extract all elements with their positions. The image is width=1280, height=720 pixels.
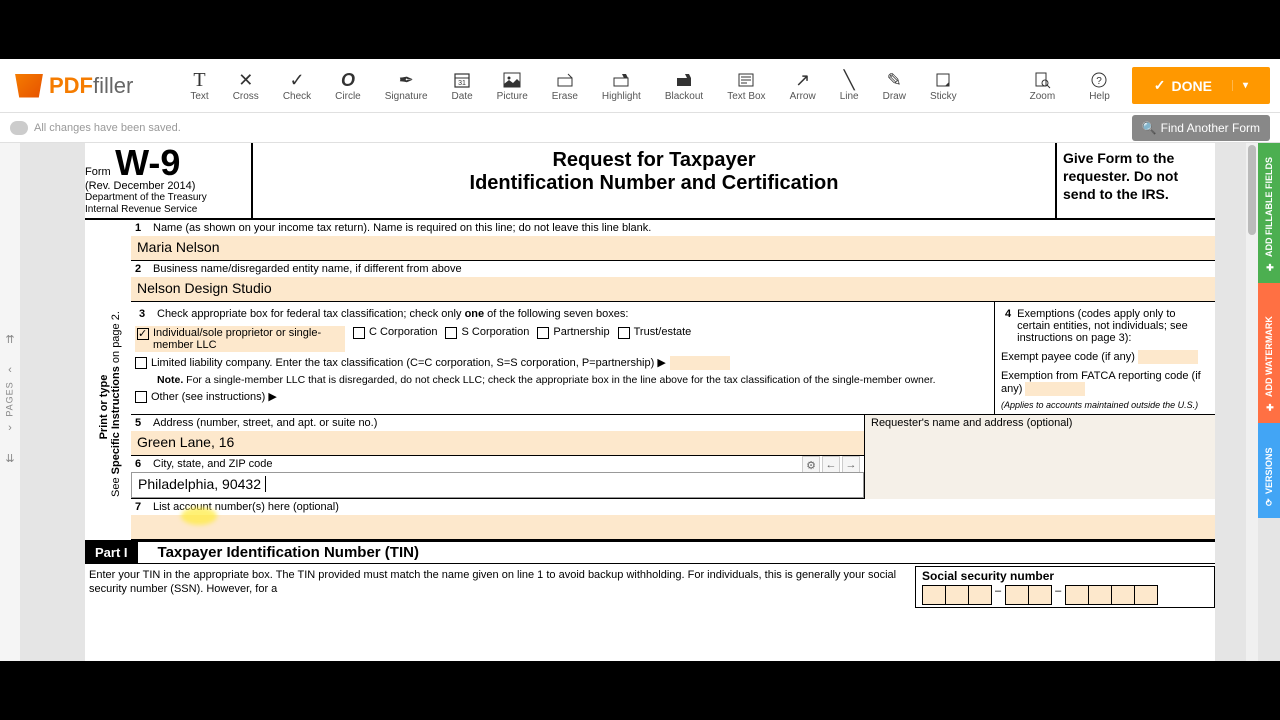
tool-check[interactable]: ✓Check xyxy=(271,63,323,108)
checkbox-icon xyxy=(353,327,365,339)
tool-text[interactable]: TText xyxy=(178,63,220,108)
line7-label: List account number(s) here (optional) xyxy=(153,501,339,513)
chevron-down-icon: ▾ xyxy=(1232,80,1248,91)
checkbox-icon xyxy=(537,327,549,339)
tool-zoom[interactable]: Zoom xyxy=(1018,63,1068,108)
part1-text: Enter your TIN in the appropriate box. T… xyxy=(85,566,905,608)
search-icon: 🔍 xyxy=(1142,121,1157,135)
logo-filler-text: filler xyxy=(93,73,133,98)
checkbox-icon xyxy=(135,357,147,369)
highlight-icon xyxy=(612,69,630,91)
tool-items: TText ✕Cross ✓Check OCircle ✒Signature 3… xyxy=(178,63,968,108)
side-instructions: Print or typeSee Specific Instructions o… xyxy=(85,220,131,540)
business-name-input[interactable]: Nelson Design Studio xyxy=(131,277,1215,301)
check-icon: ✓ xyxy=(289,69,304,91)
tool-draw[interactable]: ✎Draw xyxy=(871,63,918,108)
nav-up-icon[interactable]: ‹ xyxy=(8,364,12,376)
checkbox-icon xyxy=(445,327,457,339)
city-input[interactable]: Philadelphia, 90432 xyxy=(131,472,864,498)
tab-fillable-fields[interactable]: ✚ADD FILLABLE FIELDS xyxy=(1258,143,1280,283)
text-icon: T xyxy=(193,69,205,91)
line6-label: City, state, and ZIP code xyxy=(153,458,272,470)
line5-label: Address (number, street, and apt. or sui… xyxy=(153,417,377,429)
blackout-icon xyxy=(675,69,693,91)
tool-erase[interactable]: Erase xyxy=(540,63,590,108)
nav-up-double-icon[interactable]: ⇈ xyxy=(5,333,14,346)
textbox-icon xyxy=(737,69,755,91)
nav-down-double-icon[interactable]: ⇊ xyxy=(5,452,14,465)
account-numbers-input[interactable] xyxy=(131,515,1215,539)
chk-llc[interactable]: Limited liability company. Enter the tax… xyxy=(135,356,730,370)
tab-watermark[interactable]: ✚ADD WATERMARK xyxy=(1258,283,1280,423)
checkbox-icon xyxy=(618,327,630,339)
highlight-marker xyxy=(181,507,217,525)
tool-blackout[interactable]: Blackout xyxy=(653,63,715,108)
line4-label: Exemptions (codes apply only to certain … xyxy=(1017,308,1205,344)
tab-versions[interactable]: ⟳VERSIONS xyxy=(1258,423,1280,518)
tool-highlight[interactable]: Highlight xyxy=(590,63,653,108)
zoom-icon xyxy=(1033,69,1051,91)
svg-text:31: 31 xyxy=(458,80,466,87)
done-button[interactable]: ✓DONE▾ xyxy=(1132,67,1270,104)
fatca-code-input[interactable] xyxy=(1025,382,1085,396)
checkmark-icon: ✓ xyxy=(1154,77,1166,94)
line2-label: Business name/disregarded entity name, i… xyxy=(153,263,462,275)
cross-icon: ✕ xyxy=(238,69,253,91)
ssn-box: Social security number – – xyxy=(915,566,1215,608)
tool-help[interactable]: ?Help xyxy=(1077,63,1122,108)
tool-arrow[interactable]: ↗Arrow xyxy=(778,63,828,108)
requester-box[interactable]: Requester's name and address (optional) xyxy=(865,415,1215,499)
logo-icon xyxy=(15,74,43,98)
sticky-icon xyxy=(935,69,951,91)
tool-line[interactable]: ╲Line xyxy=(828,63,871,108)
chk-individual[interactable]: Individual/sole proprietor or single-mem… xyxy=(135,326,345,352)
tool-textbox[interactable]: Text Box xyxy=(715,63,777,108)
tool-sticky[interactable]: Sticky xyxy=(918,63,969,108)
draw-icon: ✎ xyxy=(887,69,902,91)
chk-trust[interactable]: Trust/estate xyxy=(618,326,692,339)
status-bar: All changes have been saved. 🔍Find Anoth… xyxy=(0,113,1280,143)
form-title: Request for Taxpayer Identification Numb… xyxy=(253,143,1055,218)
tool-date[interactable]: 31Date xyxy=(440,63,485,108)
logo-pdf-text: PDF xyxy=(49,73,93,98)
help-icon: ? xyxy=(1090,69,1108,91)
tool-cross[interactable]: ✕Cross xyxy=(221,63,271,108)
checkbox-icon xyxy=(137,328,149,340)
chk-other[interactable]: Other (see instructions) ▶ xyxy=(135,390,277,403)
page-nav: ⇈ ‹ PAGES › ⇊ xyxy=(0,143,20,661)
line-icon: ╲ xyxy=(844,69,855,91)
checkbox-icon xyxy=(135,391,147,403)
line1-label: Name (as shown on your income tax return… xyxy=(153,222,651,234)
exempt-code-input[interactable] xyxy=(1138,350,1198,364)
chk-ccorp[interactable]: C Corporation xyxy=(353,326,437,339)
chat-icon xyxy=(10,121,28,135)
picture-icon xyxy=(503,69,521,91)
logo[interactable]: PDFfiller xyxy=(0,73,148,99)
arrow-icon: ↗ xyxy=(795,69,810,91)
form-header-left: Form W-9 (Rev. December 2014) Department… xyxy=(85,143,253,218)
form-header-right: Give Form to the requester. Do not send … xyxy=(1055,143,1215,218)
scrollbar[interactable] xyxy=(1246,143,1258,661)
tool-circle[interactable]: OCircle xyxy=(323,63,373,108)
date-icon: 31 xyxy=(453,69,471,91)
name-input[interactable]: Maria Nelson xyxy=(131,236,1215,260)
erase-icon xyxy=(556,69,574,91)
signature-icon: ✒ xyxy=(399,69,414,91)
svg-text:?: ? xyxy=(1097,76,1103,87)
main-toolbar: PDFfiller TText ✕Cross ✓Check OCircle ✒S… xyxy=(0,59,1280,113)
status-message: All changes have been saved. xyxy=(34,122,181,134)
nav-down-icon[interactable]: › xyxy=(8,422,12,434)
tool-picture[interactable]: Picture xyxy=(485,63,540,108)
pages-label: PAGES xyxy=(5,381,15,416)
chk-partnership[interactable]: Partnership xyxy=(537,326,609,339)
document: Form W-9 (Rev. December 2014) Department… xyxy=(85,143,1215,661)
circle-icon: O xyxy=(341,69,355,91)
find-form-button[interactable]: 🔍Find Another Form xyxy=(1132,115,1270,141)
llc-note: Note. For a single-member LLC that is di… xyxy=(135,374,990,386)
chk-scorp[interactable]: S Corporation xyxy=(445,326,529,339)
tool-signature[interactable]: ✒Signature xyxy=(373,63,440,108)
address-input[interactable]: Green Lane, 16 xyxy=(131,431,864,455)
part1-header: Part I Taxpayer Identification Number (T… xyxy=(85,540,1215,564)
